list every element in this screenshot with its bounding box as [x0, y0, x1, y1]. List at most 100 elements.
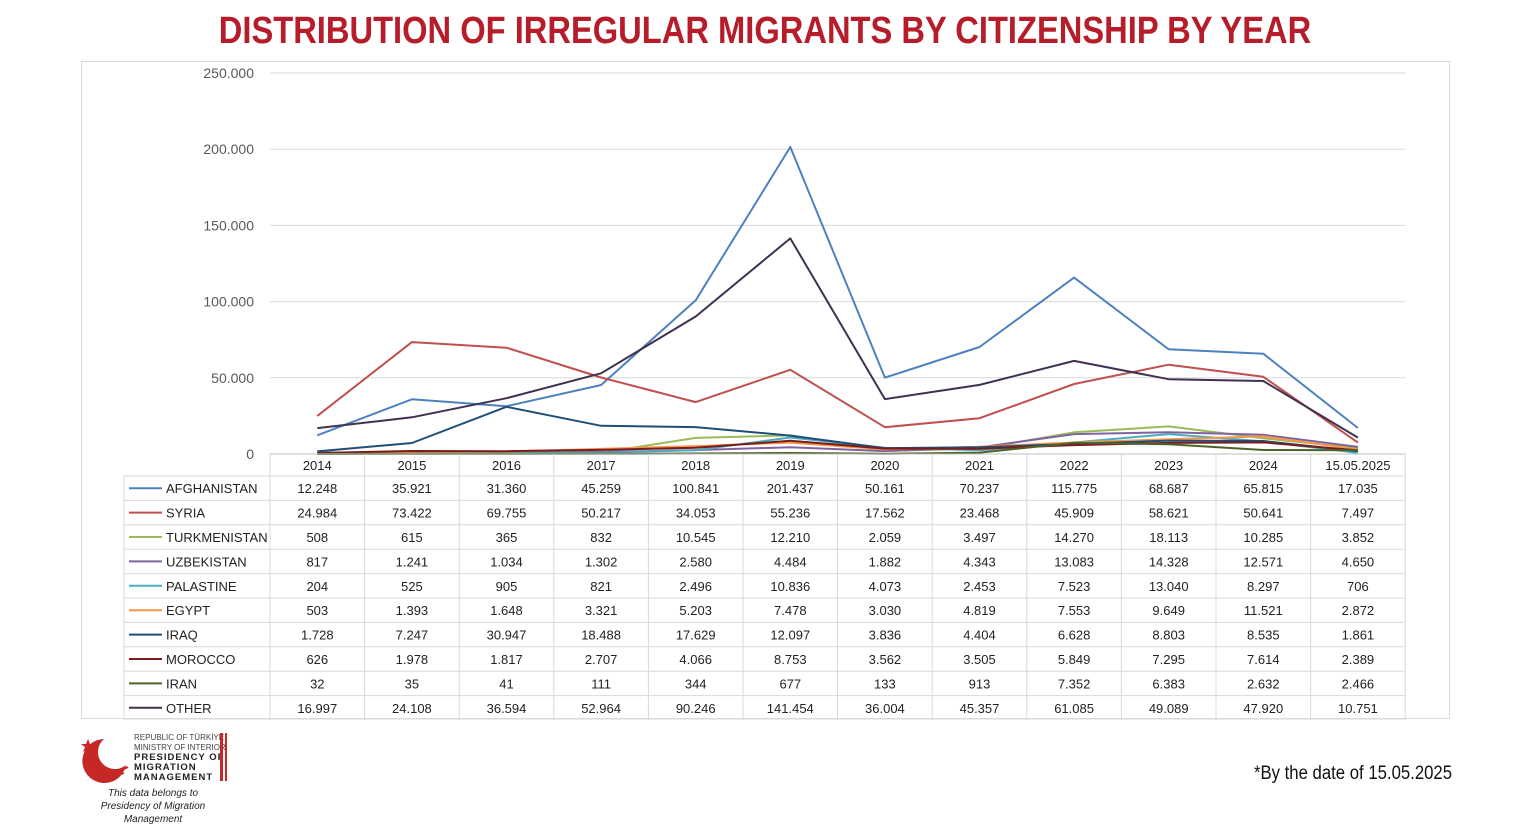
data-label: 1.728	[301, 628, 334, 643]
series-line-morocco	[317, 439, 1358, 454]
legend-label: OTHER	[166, 701, 212, 716]
data-label: 2.872	[1342, 603, 1375, 618]
crescent-star-logo-icon	[81, 739, 129, 783]
data-label: 58.621	[1149, 506, 1189, 521]
data-label: 73.422	[392, 506, 432, 521]
data-label: 6.628	[1058, 628, 1091, 643]
data-label: 32	[310, 676, 324, 691]
x-tick-label: 2019	[776, 458, 805, 473]
data-label: 7.247	[396, 628, 429, 643]
data-label: 3.030	[869, 603, 902, 618]
x-tick-label: 2023	[1154, 458, 1183, 473]
logo-divider	[225, 733, 227, 781]
y-tick-label: 100.000	[203, 294, 254, 310]
series-line-syria	[316, 341, 1359, 444]
data-label: 1.861	[1342, 628, 1375, 643]
data-label: 47.920	[1243, 701, 1283, 716]
data-label: 34.053	[676, 506, 716, 521]
data-label: 6.383	[1152, 676, 1185, 691]
data-label: 503	[306, 603, 328, 618]
legend-label: MOROCCO	[166, 652, 235, 667]
data-label: 2.707	[585, 652, 618, 667]
series-line-afghanistan	[316, 146, 1359, 437]
data-label: 1.034	[490, 554, 523, 569]
data-label: 5.849	[1058, 652, 1091, 667]
data-label: 14.270	[1054, 530, 1094, 545]
data-credit: This data belongs to Presidency of Migra…	[78, 787, 228, 826]
data-label: 7.614	[1247, 652, 1280, 667]
data-label: 905	[496, 579, 518, 594]
data-label: 36.594	[487, 701, 527, 716]
data-label: 50.641	[1243, 506, 1283, 521]
data-label: 50.217	[581, 506, 621, 521]
data-label: 12.571	[1243, 554, 1283, 569]
data-label: 3.321	[585, 603, 618, 618]
data-label: 8.535	[1247, 628, 1280, 643]
chart-area: 0 50.000 100.000 150.000 200.000 250.000 2014 2…	[81, 61, 1450, 720]
data-label: 1.241	[396, 554, 429, 569]
data-label: 832	[590, 530, 612, 545]
data-label: 12.248	[297, 481, 337, 496]
data-label: 18.113	[1149, 530, 1188, 545]
data-label: 2.580	[679, 554, 712, 569]
x-tick-label: 2020	[870, 458, 899, 473]
data-label: 52.964	[581, 701, 621, 716]
data-label: 9.649	[1152, 603, 1185, 618]
data-label: 5.203	[679, 603, 712, 618]
data-label: 1.978	[396, 652, 429, 667]
data-label: 115.775	[1051, 481, 1097, 496]
data-label: 525	[401, 579, 423, 594]
data-label: 3.562	[869, 652, 902, 667]
data-label: 4.343	[963, 554, 996, 569]
logo-line-1: REPUBLIC OF TÜRKİYE	[134, 733, 225, 742]
data-label: 2.389	[1342, 652, 1375, 667]
legend-label: IRAN	[166, 676, 197, 691]
data-label: 55.236	[770, 506, 810, 521]
data-label: 2.496	[679, 579, 712, 594]
x-tick-label: 2024	[1249, 458, 1278, 473]
footnote: *By the date of 15.05.2025	[1253, 763, 1452, 784]
data-label: 61.085	[1054, 701, 1094, 716]
legend-label: PALASTINE	[166, 579, 237, 594]
data-label: 45.357	[960, 701, 1000, 716]
data-label: 344	[685, 676, 707, 691]
x-tick-label: 2021	[965, 458, 994, 473]
data-label: 50.161	[865, 481, 905, 496]
series-line-iraq	[317, 405, 1359, 453]
logo-divider	[220, 733, 223, 781]
data-label: 4.073	[869, 579, 902, 594]
line-chart-with-data-table: 0 50.000 100.000 150.000 200.000 250.000 2014 2…	[123, 65, 1406, 720]
data-label: 69.755	[487, 506, 527, 521]
data-label: 1.302	[585, 554, 618, 569]
data-label: 365	[496, 530, 518, 545]
data-label: 1.393	[396, 603, 429, 618]
y-tick-label: 250.000	[203, 65, 254, 81]
legend-label: SYRIA	[166, 506, 205, 521]
data-label: 12.097	[770, 628, 810, 643]
data-label: 3.497	[963, 530, 996, 545]
series-line-other	[317, 237, 1359, 439]
data-label: 10.751	[1338, 701, 1378, 716]
data-label: 2.466	[1342, 676, 1375, 691]
data-label: 65.815	[1243, 481, 1283, 496]
y-tick-label: 0	[246, 446, 254, 462]
logo-text: REPUBLIC OF TÜRKİYE MINISTRY OF INTERIOR…	[134, 733, 234, 783]
data-label: 18.488	[581, 628, 621, 643]
data-label: 201.437	[767, 481, 814, 496]
data-label: 677	[779, 676, 801, 691]
data-label: 913	[969, 676, 991, 691]
y-tick-label: 150.000	[203, 217, 254, 233]
x-tick-label: 15.05.2025	[1325, 458, 1390, 473]
data-label: 49.089	[1149, 701, 1189, 716]
data-label: 508	[306, 530, 328, 545]
data-label: 7.352	[1058, 676, 1091, 691]
data-label: 24.984	[297, 506, 337, 521]
logo-line-2: MINISTRY OF INTERIOR	[134, 743, 226, 752]
data-label: 24.108	[392, 701, 432, 716]
logo-line-4: MIGRATION MANAGEMENT	[134, 762, 214, 783]
data-label: 12.210	[770, 530, 810, 545]
data-label: 111	[591, 676, 611, 691]
data-label: 2.059	[869, 530, 902, 545]
data-label: 35	[405, 676, 419, 691]
x-tick-label: 2017	[587, 458, 616, 473]
